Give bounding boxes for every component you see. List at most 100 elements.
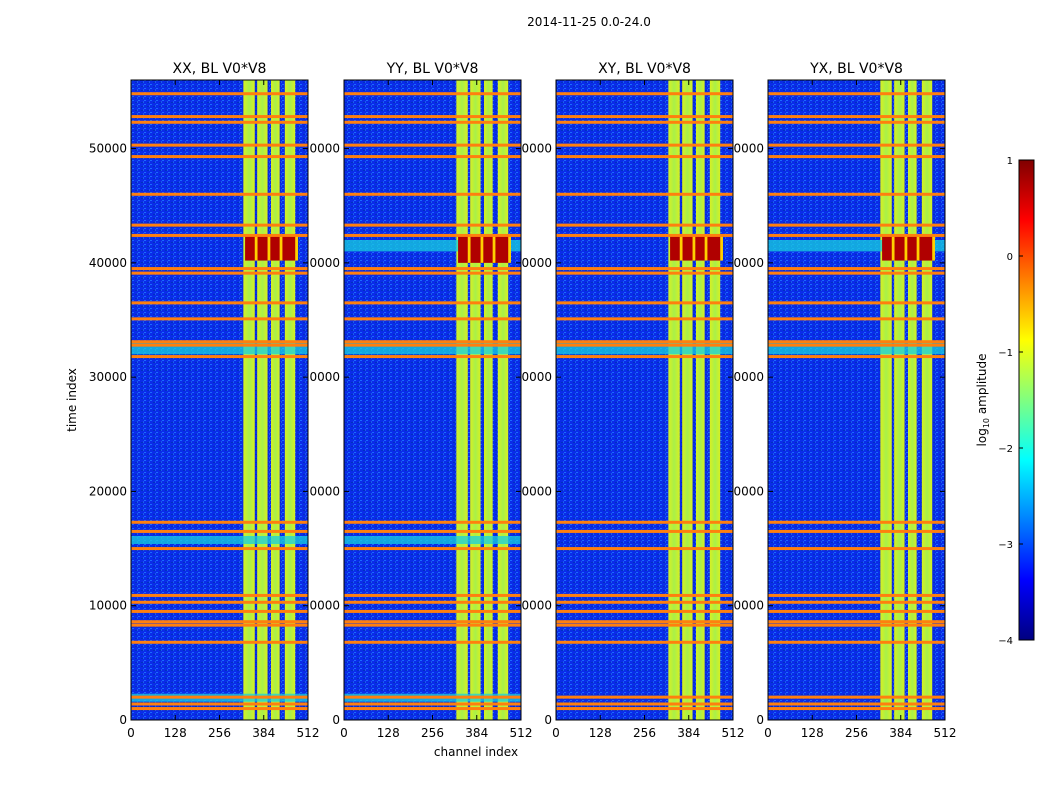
y-tick-label: 0000 — [733, 599, 764, 613]
flagged-time-row — [768, 623, 945, 627]
hot-region-gap — [679, 234, 683, 261]
flagged-time-row — [768, 547, 945, 551]
hot-rfi-region — [670, 234, 722, 261]
flagged-time-row — [556, 317, 733, 321]
y-tick-label: 0000 — [521, 484, 552, 498]
flagged-time-row — [768, 620, 945, 624]
flagged-time-row — [556, 600, 733, 604]
colorbar-tick-label: −2 — [998, 444, 1013, 455]
flagged-time-row — [344, 520, 521, 524]
flagged-time-row — [556, 155, 733, 159]
rfi-channel-column — [497, 80, 509, 720]
y-tick-label: 0000 — [309, 370, 340, 384]
hot-region-gap — [720, 234, 723, 261]
flagged-time-row — [344, 271, 521, 275]
x-tick-label: 0 — [552, 726, 560, 740]
flagged-time-row — [131, 695, 308, 699]
flagged-time-row — [344, 233, 521, 237]
y-axis-label: time index — [65, 368, 79, 432]
flagged-time-row — [131, 267, 308, 271]
flagged-time-row — [344, 620, 521, 624]
flagged-time-row — [344, 623, 521, 627]
flagged-time-row — [768, 593, 945, 597]
panel-0: XX, BL V0*V8 0 128 256 384 512 0 10000 20000 3000… — [89, 61, 320, 740]
flagged-time-row — [131, 92, 308, 96]
panel-title: YX, BL V0*V8 — [809, 61, 903, 77]
hot-region-gap — [467, 234, 471, 263]
panel-image — [556, 80, 733, 720]
y-tick-label: 0 — [544, 713, 552, 727]
x-tick-label: 512 — [934, 726, 957, 740]
flagged-time-row — [131, 609, 308, 613]
panel-2: XY, BL V0*V80 128 256 384 512000000000000000… — [521, 61, 744, 740]
colorbar: 1 0 −1 −2 −3 −4 log10 amplitude — [975, 156, 1035, 647]
y-tick-label: 0000 — [521, 370, 552, 384]
flagged-time-row — [556, 271, 733, 275]
hot-rfi-region — [245, 234, 297, 261]
flagged-time-row — [768, 120, 945, 124]
flagged-time-row — [344, 593, 521, 597]
flagged-time-row — [131, 529, 308, 533]
x-tick-label: 384 — [677, 726, 700, 740]
rfi-channel-column — [908, 80, 917, 720]
y-tick-label: 50000 — [89, 142, 127, 156]
wide-time-band — [344, 536, 521, 544]
flagged-time-row — [768, 695, 945, 699]
x-tick-label: 128 — [377, 726, 400, 740]
panel-title: XY, BL V0*V8 — [598, 61, 691, 77]
y-tick-label: 0000 — [521, 142, 552, 156]
colorbar-gradient — [1018, 159, 1035, 641]
flagged-time-row — [768, 267, 945, 271]
flagged-time-row — [556, 267, 733, 271]
colorbar-tick-label: −4 — [998, 636, 1013, 647]
hot-region-gap — [279, 234, 283, 261]
y-tick-label: 10000 — [89, 599, 127, 613]
flagged-time-row — [344, 340, 521, 344]
x-tick-label: 256 — [845, 726, 868, 740]
rfi-channel-column — [284, 80, 296, 720]
flagged-time-row — [556, 620, 733, 624]
flagged-time-row — [131, 271, 308, 275]
flagged-time-row — [556, 223, 733, 227]
rfi-channel-column — [709, 80, 721, 720]
flagged-time-row — [131, 192, 308, 196]
y-tick-label: 30000 — [89, 370, 127, 384]
flagged-time-row — [131, 143, 308, 147]
rfi-channel-column — [271, 80, 280, 720]
flagged-time-row — [131, 340, 308, 344]
x-tick-label: 128 — [164, 726, 187, 740]
flagged-time-row — [131, 702, 308, 706]
flagged-time-row — [344, 707, 521, 711]
panels: XX, BL V0*V8 0 128 256 384 512 0 10000 20000 3000… — [89, 61, 957, 740]
flagged-time-row — [556, 520, 733, 524]
flagged-time-row — [768, 301, 945, 305]
rfi-channel-column — [668, 80, 680, 720]
wide-time-band — [131, 342, 308, 355]
flagged-time-row — [556, 115, 733, 119]
flagged-time-row — [344, 640, 521, 644]
flagged-time-row — [768, 702, 945, 706]
x-axis-label: channel index — [434, 745, 518, 759]
y-tick-label: 0000 — [733, 370, 764, 384]
rfi-channel-column — [484, 80, 493, 720]
x-tick-label: 512 — [297, 726, 320, 740]
y-tick-label: 0 — [332, 713, 340, 727]
flagged-time-row — [768, 317, 945, 321]
flagged-time-row — [344, 267, 521, 271]
y-tick-label: 0000 — [733, 142, 764, 156]
flagged-time-row — [344, 600, 521, 604]
flagged-time-row — [556, 547, 733, 551]
rfi-channel-column — [682, 80, 693, 720]
flagged-time-row — [556, 623, 733, 627]
flagged-time-row — [131, 301, 308, 305]
flagged-time-row — [768, 609, 945, 613]
hot-rfi-region — [458, 234, 510, 263]
flagged-time-row — [556, 707, 733, 711]
rfi-channel-column — [696, 80, 705, 720]
y-tick-label: 0000 — [309, 599, 340, 613]
x-tick-label: 512 — [722, 726, 745, 740]
y-tick-label: 0 — [756, 713, 764, 727]
hot-region-gap — [480, 234, 484, 263]
flagged-time-row — [556, 695, 733, 699]
